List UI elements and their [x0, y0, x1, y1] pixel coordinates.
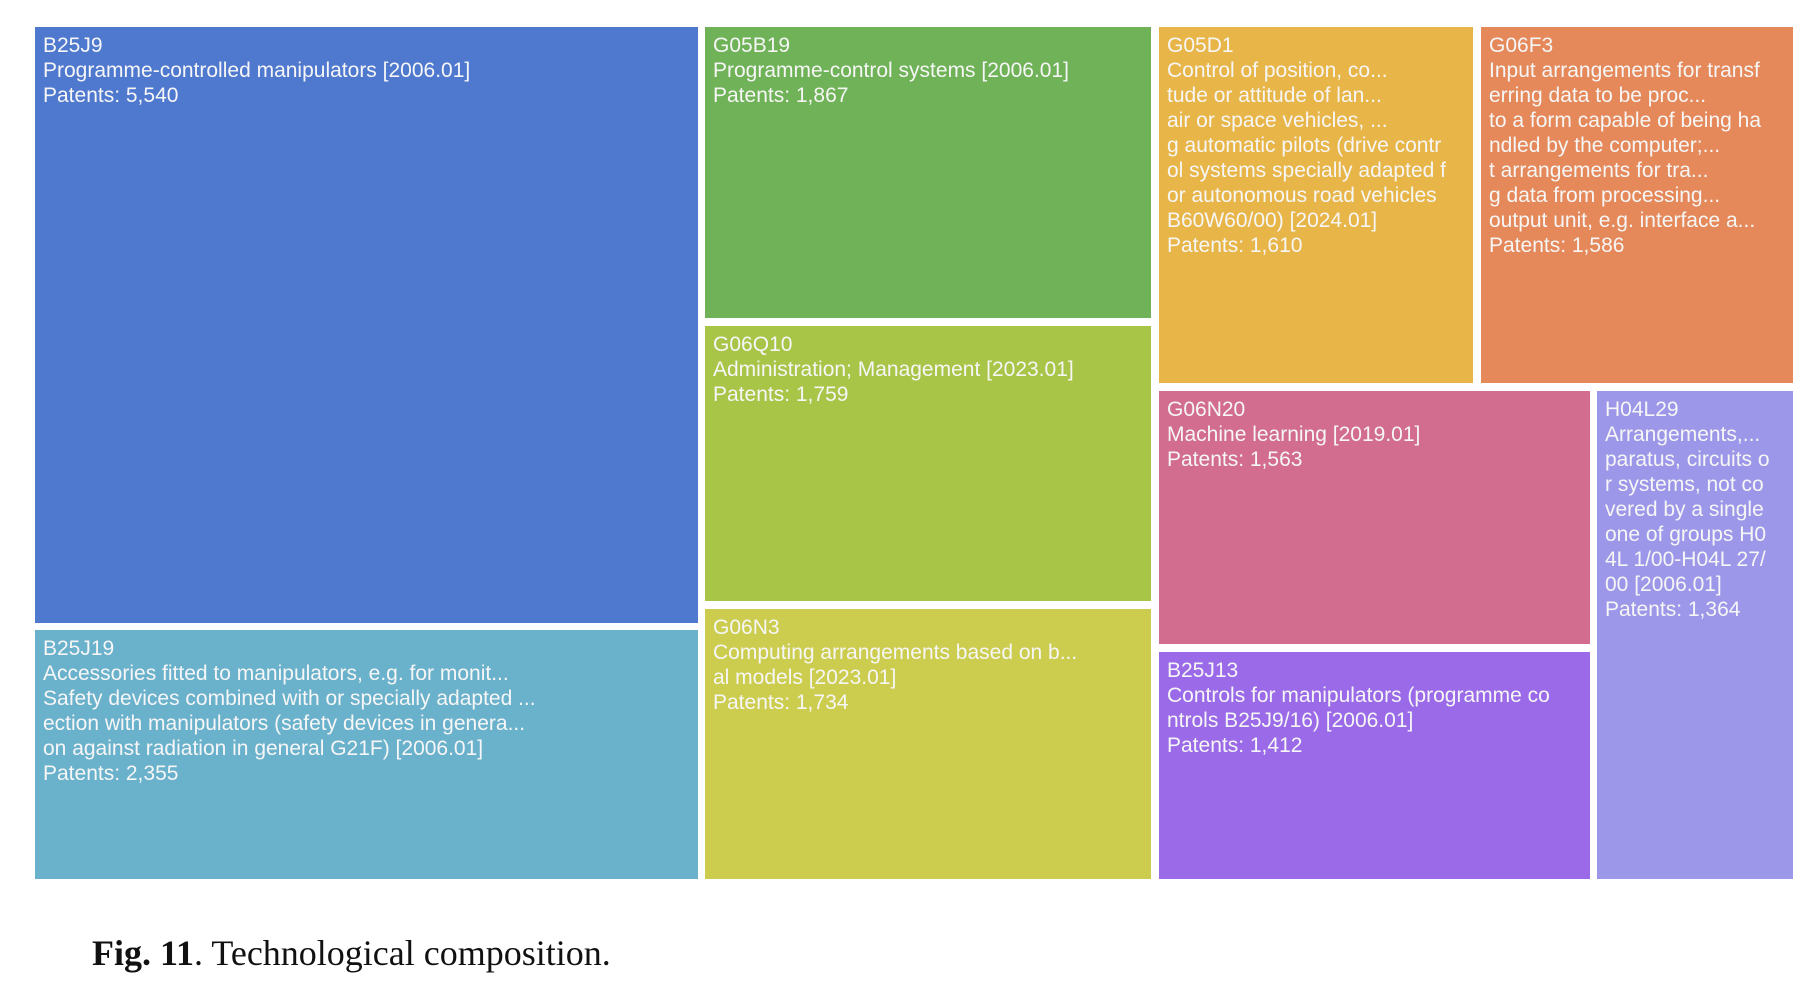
tile-code: B25J13: [1167, 659, 1239, 682]
tile-patent-count: Patents: 1,412: [1167, 734, 1303, 757]
tile-patent-count: Patents: 2,355: [43, 762, 179, 785]
tile-patent-count: Patents: 1,759: [713, 383, 849, 406]
tile-code: G06N20: [1167, 398, 1246, 421]
treemap-tile-b25j9: B25J9 Programme-controlled manipulators […: [35, 27, 698, 623]
tile-patent-count: Patents: 5,540: [43, 84, 179, 107]
tile-description: Controls for manipulators (programme co …: [1167, 684, 1550, 732]
treemap-tile-g06f3: G06F3 Input arrangements for transf errin…: [1481, 27, 1793, 383]
tile-code: G06N3: [713, 616, 780, 639]
tile-description: Programme-controlled manipulators [2006.…: [43, 59, 471, 82]
tile-patent-count: Patents: 1,586: [1489, 234, 1625, 257]
tile-code: B25J9: [43, 34, 103, 57]
tile-description: Control of position, co... tude or attit…: [1167, 59, 1446, 232]
tile-description: Accessories fitted to manipulators, e.g.…: [43, 662, 536, 760]
treemap-tile-b25j13: B25J13 Controls for manipulators (program…: [1159, 652, 1590, 879]
figure-label: Fig. 11: [92, 933, 195, 973]
treemap-tile-b25j19: B25J19 Accessories fitted to manipulators…: [35, 630, 698, 879]
tile-description: Arrangements,... paratus, circuits o r s…: [1605, 423, 1770, 596]
tile-code: G05D1: [1167, 34, 1234, 57]
treemap-tile-g05d1: G05D1 Control of position, co... tude or …: [1159, 27, 1473, 383]
tile-code: G06Q10: [713, 333, 793, 356]
tile-description: Administration; Management [2023.01]: [713, 358, 1074, 381]
tile-patent-count: Patents: 1,734: [713, 691, 849, 714]
figure-caption: Fig. 11. Technological composition.: [92, 932, 611, 974]
treemap-tile-g06q10: G06Q10 Administration; Management [2023.0…: [705, 326, 1151, 601]
tile-code: G05B19: [713, 34, 791, 57]
treemap-tile-h04l29: H04L29 Arrangements,... paratus, circuits…: [1597, 391, 1793, 879]
tile-description: Input arrangements for transf erring dat…: [1489, 59, 1762, 232]
tile-code: B25J19: [43, 637, 115, 660]
tile-description: Computing arrangements based on b... al …: [713, 641, 1078, 689]
tile-patent-count: Patents: 1,563: [1167, 448, 1303, 471]
tile-description: Machine learning [2019.01]: [1167, 423, 1421, 446]
tile-patent-count: Patents: 1,364: [1605, 598, 1741, 621]
figure-caption-text: . Technological composition.: [194, 933, 611, 973]
tile-description: Programme-control systems [2006.01]: [713, 59, 1069, 82]
treemap-tile-g06n3: G06N3 Computing arrangements based on b..…: [705, 609, 1151, 879]
tile-code: G06F3: [1489, 34, 1554, 57]
tile-patent-count: Patents: 1,867: [713, 84, 849, 107]
tile-code: H04L29: [1605, 398, 1679, 421]
tile-patent-count: Patents: 1,610: [1167, 234, 1303, 257]
treemap-tile-g05b19: G05B19 Programme-control systems [2006.01…: [705, 27, 1151, 318]
treemap-tile-g06n20: G06N20 Machine learning [2019.01] Patents:…: [1159, 391, 1590, 644]
